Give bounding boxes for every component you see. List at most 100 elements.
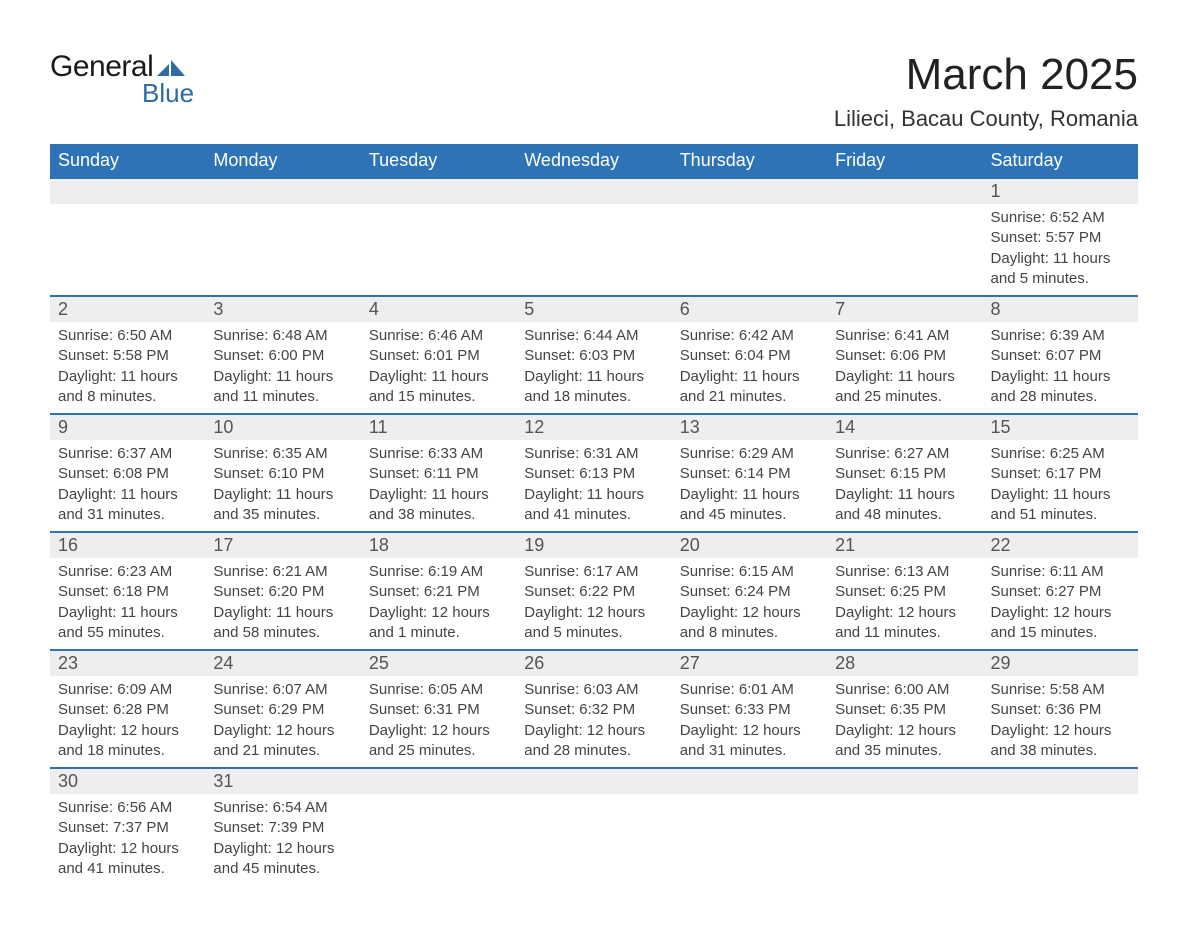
day-detail-cell: Sunrise: 6:03 AMSunset: 6:32 PMDaylight:… xyxy=(516,676,671,768)
day-number-cell xyxy=(516,768,671,794)
daylight-text: Daylight: 11 hours and 55 minutes. xyxy=(58,603,197,644)
daylight-text: Daylight: 11 hours and 11 minutes. xyxy=(213,367,352,408)
day-number: 11 xyxy=(369,417,388,437)
detail-row: Sunrise: 6:52 AMSunset: 5:57 PMDaylight:… xyxy=(50,204,1138,296)
day-detail-cell xyxy=(672,204,827,296)
daylight-text: Daylight: 12 hours and 8 minutes. xyxy=(680,603,819,644)
sunrise-text: Sunrise: 6:23 AM xyxy=(58,562,197,582)
day-number-cell: 20 xyxy=(672,532,827,558)
month-title: March 2025 xyxy=(834,50,1138,100)
sunrise-text: Sunrise: 6:33 AM xyxy=(369,444,508,464)
calendar-body: 1Sunrise: 6:52 AMSunset: 5:57 PMDaylight… xyxy=(50,178,1138,885)
sunset-text: Sunset: 6:31 PM xyxy=(369,700,508,720)
daylight-text: Daylight: 11 hours and 35 minutes. xyxy=(213,485,352,526)
sunset-text: Sunset: 6:28 PM xyxy=(58,700,197,720)
daynum-row: 2345678 xyxy=(50,296,1138,322)
title-block: March 2025 Lilieci, Bacau County, Romani… xyxy=(834,50,1138,132)
day-detail-cell: Sunrise: 6:50 AMSunset: 5:58 PMDaylight:… xyxy=(50,322,205,414)
day-header-row: Sunday Monday Tuesday Wednesday Thursday… xyxy=(50,144,1138,178)
day-detail-cell xyxy=(516,794,671,885)
day-detail-cell xyxy=(361,204,516,296)
sunset-text: Sunset: 6:20 PM xyxy=(213,582,352,602)
day-number-cell: 14 xyxy=(827,414,982,440)
day-detail-cell: Sunrise: 6:15 AMSunset: 6:24 PMDaylight:… xyxy=(672,558,827,650)
sunrise-text: Sunrise: 6:46 AM xyxy=(369,326,508,346)
day-number: 20 xyxy=(680,535,700,555)
day-detail-cell xyxy=(50,204,205,296)
day-number-cell: 23 xyxy=(50,650,205,676)
day-number-cell: 10 xyxy=(205,414,360,440)
day-number: 2 xyxy=(58,299,68,319)
sunrise-text: Sunrise: 6:05 AM xyxy=(369,680,508,700)
day-number-cell: 26 xyxy=(516,650,671,676)
day-number: 3 xyxy=(213,299,223,319)
detail-row: Sunrise: 6:50 AMSunset: 5:58 PMDaylight:… xyxy=(50,322,1138,414)
day-detail-cell: Sunrise: 6:25 AMSunset: 6:17 PMDaylight:… xyxy=(983,440,1138,532)
day-number-cell: 9 xyxy=(50,414,205,440)
day-detail-cell xyxy=(672,794,827,885)
daynum-row: 9101112131415 xyxy=(50,414,1138,440)
day-number-cell: 7 xyxy=(827,296,982,322)
sunrise-text: Sunrise: 6:07 AM xyxy=(213,680,352,700)
day-detail-cell: Sunrise: 6:29 AMSunset: 6:14 PMDaylight:… xyxy=(672,440,827,532)
sunrise-text: Sunrise: 6:39 AM xyxy=(991,326,1130,346)
day-number-cell: 19 xyxy=(516,532,671,558)
sunrise-text: Sunrise: 6:42 AM xyxy=(680,326,819,346)
day-number-cell: 18 xyxy=(361,532,516,558)
daylight-text: Daylight: 12 hours and 21 minutes. xyxy=(213,721,352,762)
sunset-text: Sunset: 6:24 PM xyxy=(680,582,819,602)
daylight-text: Daylight: 12 hours and 31 minutes. xyxy=(680,721,819,762)
sunrise-text: Sunrise: 6:01 AM xyxy=(680,680,819,700)
sunrise-text: Sunrise: 6:15 AM xyxy=(680,562,819,582)
day-number-cell: 4 xyxy=(361,296,516,322)
day-detail-cell: Sunrise: 6:37 AMSunset: 6:08 PMDaylight:… xyxy=(50,440,205,532)
daylight-text: Daylight: 11 hours and 31 minutes. xyxy=(58,485,197,526)
sunset-text: Sunset: 6:06 PM xyxy=(835,346,974,366)
day-detail-cell: Sunrise: 5:58 AMSunset: 6:36 PMDaylight:… xyxy=(983,676,1138,768)
day-detail-cell: Sunrise: 6:52 AMSunset: 5:57 PMDaylight:… xyxy=(983,204,1138,296)
sunrise-text: Sunrise: 6:50 AM xyxy=(58,326,197,346)
daylight-text: Daylight: 12 hours and 11 minutes. xyxy=(835,603,974,644)
day-detail-cell: Sunrise: 6:27 AMSunset: 6:15 PMDaylight:… xyxy=(827,440,982,532)
day-detail-cell xyxy=(516,204,671,296)
day-detail-cell xyxy=(827,204,982,296)
day-number-cell: 27 xyxy=(672,650,827,676)
daylight-text: Daylight: 11 hours and 58 minutes. xyxy=(213,603,352,644)
daylight-text: Daylight: 11 hours and 5 minutes. xyxy=(991,249,1130,290)
day-number: 28 xyxy=(835,653,855,673)
daylight-text: Daylight: 11 hours and 15 minutes. xyxy=(369,367,508,408)
day-number: 21 xyxy=(835,535,855,555)
sunrise-text: Sunrise: 5:58 AM xyxy=(991,680,1130,700)
sunset-text: Sunset: 7:37 PM xyxy=(58,818,197,838)
logo-text-blue: Blue xyxy=(142,78,194,109)
day-number-cell xyxy=(983,768,1138,794)
sunrise-text: Sunrise: 6:00 AM xyxy=(835,680,974,700)
day-number-cell: 22 xyxy=(983,532,1138,558)
day-header: Tuesday xyxy=(361,144,516,178)
daylight-text: Daylight: 11 hours and 41 minutes. xyxy=(524,485,663,526)
daynum-row: 1 xyxy=(50,178,1138,204)
day-number-cell xyxy=(50,178,205,204)
day-detail-cell: Sunrise: 6:19 AMSunset: 6:21 PMDaylight:… xyxy=(361,558,516,650)
sunset-text: Sunset: 7:39 PM xyxy=(213,818,352,838)
sunrise-text: Sunrise: 6:19 AM xyxy=(369,562,508,582)
day-detail-cell: Sunrise: 6:23 AMSunset: 6:18 PMDaylight:… xyxy=(50,558,205,650)
day-number-cell: 6 xyxy=(672,296,827,322)
day-detail-cell: Sunrise: 6:35 AMSunset: 6:10 PMDaylight:… xyxy=(205,440,360,532)
day-number-cell: 1 xyxy=(983,178,1138,204)
day-number-cell xyxy=(827,768,982,794)
sunset-text: Sunset: 6:01 PM xyxy=(369,346,508,366)
day-detail-cell xyxy=(361,794,516,885)
logo: General Blue xyxy=(50,50,194,109)
day-number: 4 xyxy=(369,299,379,319)
day-number: 30 xyxy=(58,771,78,791)
day-number-cell: 31 xyxy=(205,768,360,794)
sunrise-text: Sunrise: 6:41 AM xyxy=(835,326,974,346)
sunset-text: Sunset: 6:14 PM xyxy=(680,464,819,484)
day-detail-cell xyxy=(827,794,982,885)
day-number: 7 xyxy=(835,299,845,319)
day-number: 24 xyxy=(213,653,233,673)
sunset-text: Sunset: 6:07 PM xyxy=(991,346,1130,366)
day-number: 6 xyxy=(680,299,690,319)
day-number: 17 xyxy=(213,535,233,555)
